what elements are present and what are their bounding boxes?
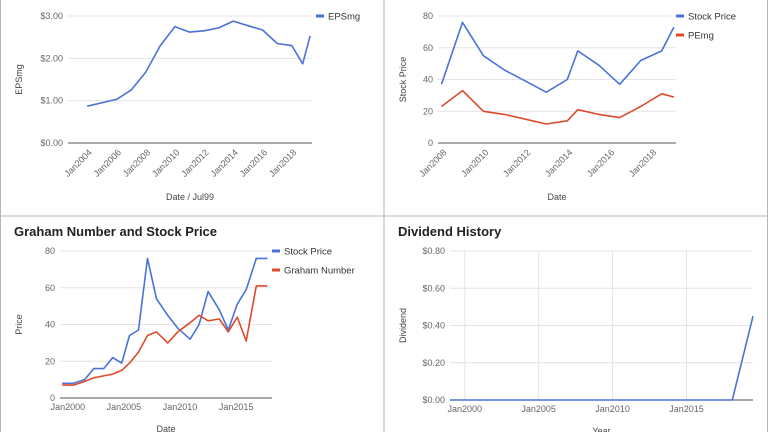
y-tick-label: $0.20 xyxy=(422,358,445,368)
x-tick-label: Jan2004 xyxy=(62,147,93,178)
x-tick-label: Jan2010 xyxy=(150,147,181,178)
x-tick-label: Jan2008 xyxy=(121,147,152,178)
x-tick-label: Jan2000 xyxy=(448,404,483,414)
x-axis-title: Date xyxy=(547,192,566,202)
y-tick-label: $0.40 xyxy=(422,321,445,331)
chart-title: Dividend History xyxy=(398,224,502,239)
x-tick-label: Jan2014 xyxy=(208,147,239,178)
x-tick-label: Jan2010 xyxy=(595,404,630,414)
y-tick-label: $3.00 xyxy=(40,11,63,21)
x-axis-title: Date / Jul99 xyxy=(166,192,214,202)
y-tick-label: 80 xyxy=(423,11,433,21)
y-tick-label: 20 xyxy=(45,356,55,366)
x-tick-label: Jan2015 xyxy=(669,404,704,414)
chart-panel-4: Dividend History $0.00 $0.20 $0.40 $0.60 $0.8… xyxy=(398,224,754,432)
series-line-pemg xyxy=(441,89,675,125)
legend-label: Stock Price xyxy=(688,12,736,23)
chart-panel-2: Price and PEmg020406080Jan2008Jan2010Jan… xyxy=(398,11,736,202)
x-tick-label: Jan2012 xyxy=(501,147,532,178)
x-tick-label: Jan2006 xyxy=(92,147,123,178)
legend-label: PEmg xyxy=(688,31,714,42)
x-tick-label: Jan2015 xyxy=(219,402,254,412)
x-axis-title: Year xyxy=(592,426,610,432)
legend-label: Graham Number xyxy=(284,266,355,277)
y-tick-label: 0 xyxy=(50,393,55,403)
chart-title: Graham Number and Stock Price xyxy=(14,224,217,239)
y-tick-label: $0.00 xyxy=(422,395,445,405)
x-tick-label: Jan2010 xyxy=(459,147,490,178)
series-line-dividend xyxy=(450,316,754,401)
y-tick-label: $1.00 xyxy=(40,96,63,106)
x-axis-title: Date xyxy=(156,424,175,432)
y-tick-label: $0.00 xyxy=(40,138,63,148)
x-tick-label: Jan2014 xyxy=(543,147,574,178)
y-axis-title: Price xyxy=(14,314,24,335)
legend-label: EPSmg xyxy=(328,12,360,23)
chart-panel-1: EPSmg$0.00$1.00$2.00$3.00Jan2004Jan2006J… xyxy=(14,11,360,202)
series-line-epsmg xyxy=(87,20,311,107)
x-tick-label: Jan2016 xyxy=(238,147,269,178)
chart-panel-3: Graham Number and Stock Price 0 20 40 60 80 Ja… xyxy=(14,224,355,432)
y-tick-label: 80 xyxy=(45,246,55,256)
y-tick-label: $0.80 xyxy=(422,246,445,256)
series-line-stock-price xyxy=(440,21,675,93)
series-line-graham-number xyxy=(62,285,268,386)
y-axis-title: EPSmg xyxy=(14,64,24,95)
legend-label: Stock Price xyxy=(284,247,332,258)
x-tick-label: Jan2005 xyxy=(521,404,556,414)
y-axis-title: Dividend xyxy=(398,308,408,343)
y-tick-label: $0.60 xyxy=(422,283,445,293)
y-axis-title: Stock Price xyxy=(398,57,408,103)
y-tick-label: 60 xyxy=(45,283,55,293)
x-tick-label: Jan2010 xyxy=(163,402,198,412)
x-tick-label: Jan2005 xyxy=(107,402,142,412)
x-tick-label: Jan2016 xyxy=(585,147,616,178)
x-tick-label: Jan2012 xyxy=(179,147,210,178)
x-tick-label: Jan2008 xyxy=(417,147,448,178)
y-tick-label: $2.00 xyxy=(40,53,63,63)
y-tick-label: 40 xyxy=(45,320,55,330)
x-tick-label: Jan2018 xyxy=(627,147,658,178)
y-tick-label: 40 xyxy=(423,75,433,85)
x-tick-label: Jan2000 xyxy=(51,402,86,412)
series-line-stock-price xyxy=(62,257,268,385)
x-tick-label: Jan2018 xyxy=(267,147,298,178)
y-tick-label: 20 xyxy=(423,106,433,116)
y-tick-label: 0 xyxy=(428,138,433,148)
y-tick-label: 60 xyxy=(423,43,433,53)
